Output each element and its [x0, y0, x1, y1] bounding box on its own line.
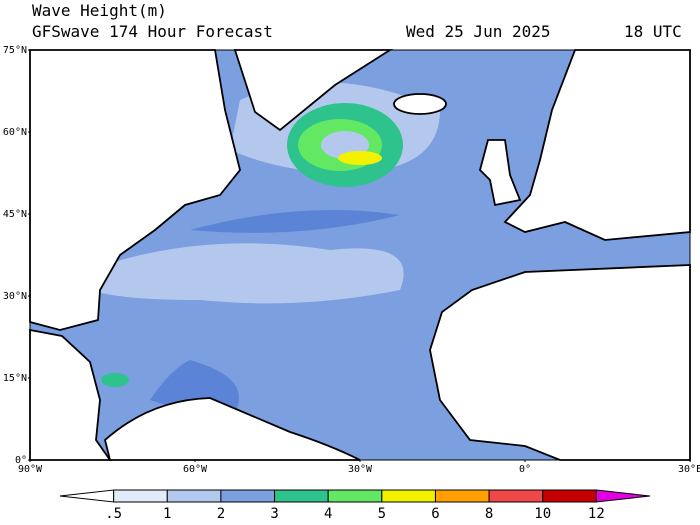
colorbar-box [166, 489, 222, 503]
colorbar-box [327, 489, 383, 503]
colorbar: .5 1 2 3 4 5 6 8 10 12 [59, 489, 651, 522]
colorbar-label: 1 [163, 506, 171, 522]
colorbar-arrow [595, 489, 651, 503]
north-america [29, 49, 241, 331]
lat-label: 75°N [3, 45, 27, 56]
colorbar-box [488, 489, 544, 503]
lat-label: 0° [15, 455, 27, 466]
colorbar-label: .5 [105, 506, 122, 522]
lat-label: 15°N [3, 373, 27, 384]
colorbar-arrow [59, 489, 115, 503]
colorbar-box [274, 489, 329, 503]
iceland [393, 93, 447, 115]
lon-label: 90°W [18, 464, 43, 475]
colorbar-box [381, 489, 436, 503]
wave-area [190, 210, 400, 233]
time: 18 UTC [624, 22, 682, 41]
south-america [103, 397, 361, 461]
africa [429, 264, 691, 461]
lat-label: 30°N [3, 291, 27, 302]
subtitle: GFSwave 174 Hour Forecast [32, 22, 273, 41]
british-isles [478, 139, 522, 207]
date: Wed 25 Jun 2025 [406, 22, 551, 41]
title: Wave Height(m) [32, 1, 167, 20]
colorbar-label: 5 [378, 506, 386, 522]
map [29, 49, 691, 461]
colorbar-label: 8 [485, 506, 493, 522]
lon-label: 60°W [183, 464, 208, 475]
storm-peak [338, 151, 382, 165]
wave-area [101, 373, 129, 387]
colorbar-box [220, 489, 276, 503]
colorbar-label: 2 [217, 506, 225, 522]
colorbar-label: 6 [431, 506, 439, 522]
colorbar-label: 10 [534, 506, 551, 522]
lon-label: 30°W [348, 464, 373, 475]
lon-label: 30°E [678, 464, 700, 475]
colorbar-label: 4 [324, 506, 332, 522]
lat-label: 45°N [3, 209, 27, 220]
colorbar-box [113, 489, 168, 503]
colorbar-box [434, 489, 490, 503]
colorbar-label: 3 [270, 506, 278, 522]
lat-label: 60°N [3, 127, 27, 138]
colorbar-box [542, 489, 597, 503]
colorbar-label: 12 [588, 506, 605, 522]
axes: 75°N60°N45°N30°N15°N0°90°W 60°W 30°W 0° 30°E [3, 45, 700, 475]
europe [503, 49, 691, 241]
calm-area [90, 243, 404, 304]
lon-label: 0° [519, 464, 531, 475]
